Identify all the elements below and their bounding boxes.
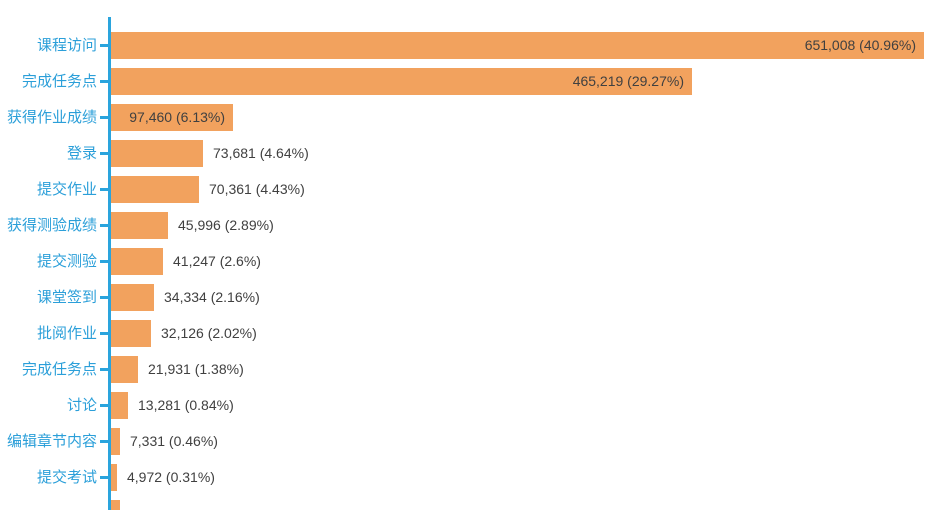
axis-tick [100,440,111,443]
axis-tick [100,332,111,335]
value-label: 7,331 (0.46%) [130,433,218,449]
axis-tick [100,188,111,191]
category-label: 完成任务点 [21,72,97,90]
value-label: 41,247 (2.6%) [173,253,261,269]
value-label: 97,460 (6.13%) [129,109,225,125]
value-label: 13,281 (0.84%) [138,397,234,413]
value-label: 651,008 (40.96%) [804,37,916,53]
value-label: 34,334 (2.16%) [164,289,260,305]
bar[interactable] [111,32,924,59]
category-label: 登录 [66,144,97,162]
axis-tick [100,116,111,119]
bar[interactable] [111,104,233,131]
category-label: 课堂签到 [36,288,97,306]
axis-tick [100,476,111,479]
category-label: 提交测验 [36,252,97,270]
bar[interactable] [111,248,163,275]
value-label: 21,931 (1.38%) [148,361,244,377]
bar[interactable] [111,428,120,455]
bar[interactable] [111,356,138,383]
value-label: 73,681 (4.64%) [213,145,309,161]
category-label: 讨论 [66,396,97,414]
value-label: 32,126 (2.02%) [161,325,257,341]
axis-tick [100,80,111,83]
category-label: 完成任务点 [21,360,97,378]
axis-tick [100,404,111,407]
bar[interactable] [111,284,154,311]
bar[interactable] [111,464,117,491]
bar[interactable] [111,212,168,239]
axis-tick [100,224,111,227]
bar[interactable] [111,392,128,419]
category-label: 获得测验成绩 [6,216,97,234]
axis-tick [100,260,111,263]
category-label: 课程访问 [36,36,97,54]
category-label: 提交作业 [36,180,97,198]
axis-tick [100,296,111,299]
category-label: 获得作业成绩 [6,108,97,126]
category-label: 提交考试 [36,468,97,486]
bar[interactable] [111,320,151,347]
bar-clipped[interactable] [111,500,120,510]
value-label: 70,361 (4.43%) [209,181,305,197]
axis-tick [100,44,111,47]
axis-tick [100,368,111,371]
bar[interactable] [111,140,203,167]
category-label: 编辑章节内容 [6,432,97,450]
value-label: 465,219 (29.27%) [572,73,684,89]
category-label: 批阅作业 [36,324,97,342]
bar[interactable] [111,176,199,203]
value-label: 4,972 (0.31%) [127,469,215,485]
value-label: 45,996 (2.89%) [178,217,274,233]
axis-tick [100,152,111,155]
bar[interactable] [111,68,692,95]
y-axis-line [108,17,111,510]
